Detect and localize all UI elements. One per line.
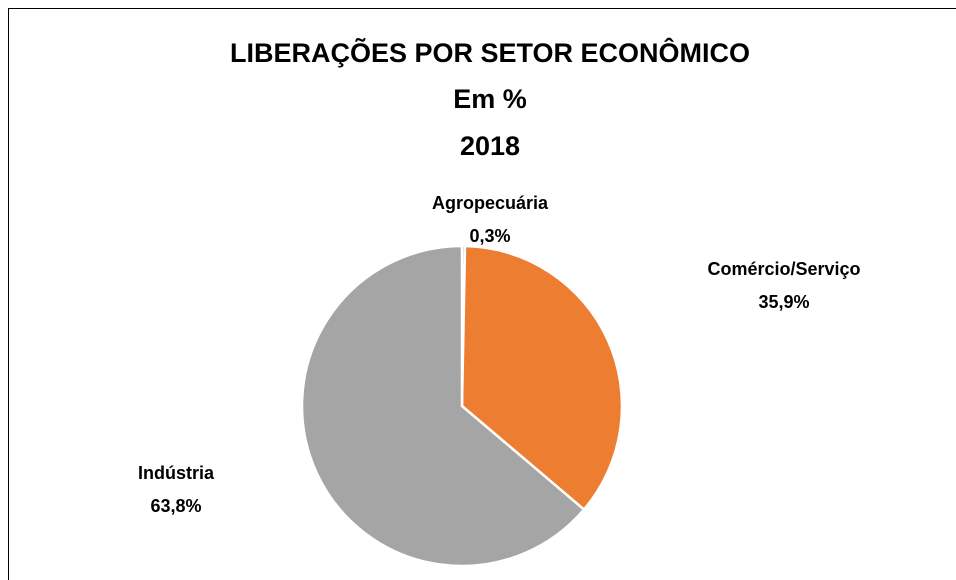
slice-category-label: Indústria [138,463,215,483]
chart-title: LIBERAÇÕES POR SETOR ECONÔMICO [230,37,750,68]
pie-slice [300,244,586,568]
slice-category-label: Agropecuária [432,193,549,213]
chart-subtitle: Em % [453,84,527,114]
slice-value-label: 0,3% [469,226,510,246]
slice-category-label: Comércio/Serviço [707,259,860,279]
slice-value-label: 35,9% [758,292,809,312]
pie-slice [460,244,624,512]
slice-value-label: 63,8% [150,496,201,516]
chart-period: 2018 [460,131,520,161]
